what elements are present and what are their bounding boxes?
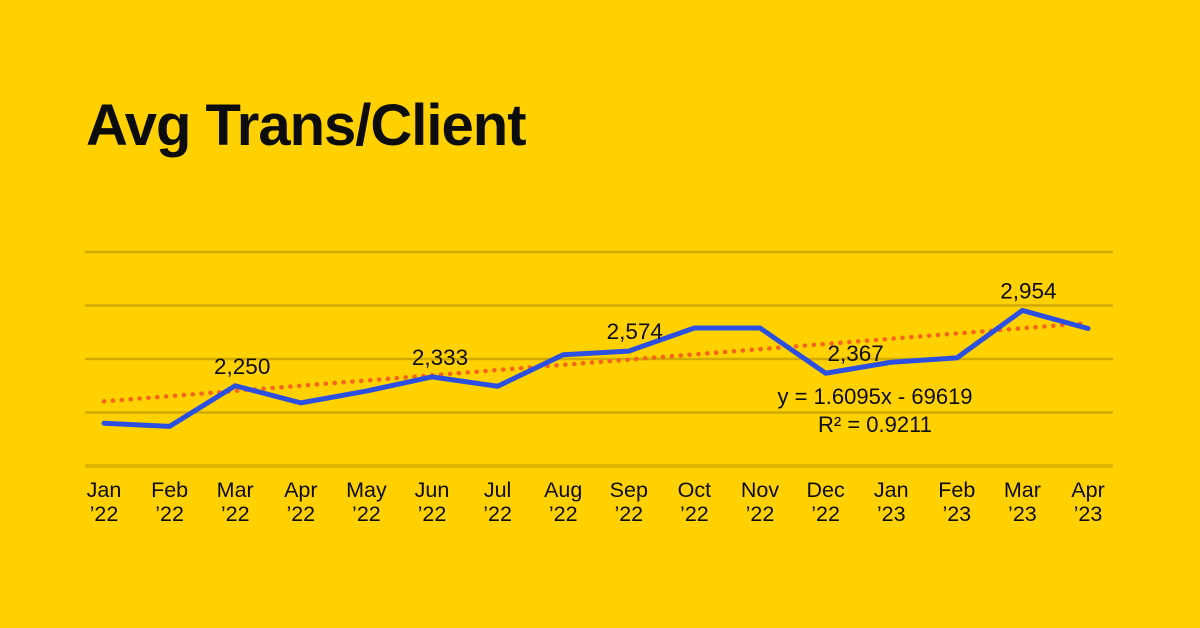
x-axis-label-year: ’22 — [90, 502, 119, 526]
x-axis-label-month: Sep — [610, 478, 648, 502]
x-axis-label-year: ’22 — [811, 502, 840, 526]
x-axis-label-year: ’22 — [549, 502, 578, 526]
x-axis-label-month: Jul — [484, 478, 511, 502]
data-point-label: 2,333 — [412, 345, 468, 370]
x-axis-label-year: ’23 — [942, 502, 971, 526]
x-axis-label-year: ’22 — [352, 502, 381, 526]
x-axis-label-month: Aug — [544, 478, 582, 502]
x-axis-label-month: Jan — [87, 478, 122, 502]
x-axis-label-year: ’22 — [221, 502, 250, 526]
x-axis-label-year: ’23 — [877, 502, 906, 526]
x-axis-label-year: ’23 — [1074, 502, 1103, 526]
series-line-avg-trans — [101, 307, 1091, 429]
x-axis-label-year: ’22 — [746, 502, 775, 526]
x-axis-label-year: ’22 — [614, 502, 643, 526]
x-axis-label-month: Jun — [415, 478, 450, 502]
trendline-r-squared: R² = 0.9211 — [818, 412, 932, 437]
data-point-label: 2,954 — [1000, 278, 1056, 303]
x-axis-label-year: ’22 — [155, 502, 184, 526]
x-axis-label-month: May — [346, 478, 387, 502]
data-point-label: 2,574 — [607, 319, 663, 344]
x-axis-label-month: Feb — [151, 478, 188, 502]
x-axis-label-year: ’23 — [1008, 502, 1037, 526]
x-axis-label-month: Apr — [1071, 478, 1104, 502]
x-axis-label-month: Apr — [284, 478, 317, 502]
page-title: Avg Trans/Client — [86, 93, 527, 158]
x-axis-label-year: ’22 — [483, 502, 512, 526]
x-axis-label-month: Jan — [874, 478, 909, 502]
x-axis-label-year: ’22 — [680, 502, 709, 526]
trendline-equation: y = 1.6095x - 69619 — [777, 384, 972, 409]
x-axis-label-year: ’22 — [286, 502, 315, 526]
x-axis-label-year: ’22 — [418, 502, 447, 526]
x-axis-label-month: Dec — [806, 478, 844, 502]
x-axis-label-month: Nov — [741, 478, 779, 502]
x-axis-label-month: Mar — [1004, 478, 1041, 502]
data-point-label: 2,367 — [827, 341, 883, 366]
x-axis-label-month: Feb — [938, 478, 975, 502]
x-axis-label-month: Mar — [217, 478, 254, 502]
data-point-label: 2,250 — [214, 354, 270, 379]
x-axis-label-month: Oct — [678, 478, 711, 502]
